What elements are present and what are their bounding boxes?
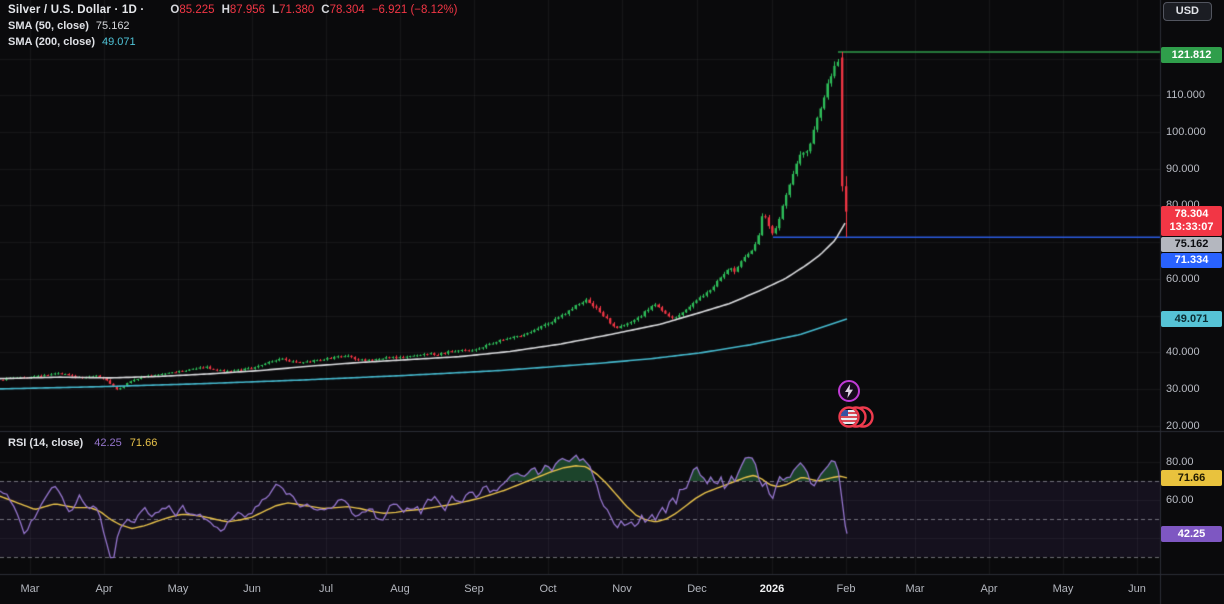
indicator-label: SMA (50, close): [8, 20, 89, 32]
price-tick-label: 20.000: [1166, 419, 1200, 432]
rsi-legend[interactable]: RSI (14, close) 42.25 71.66: [8, 437, 157, 449]
time-axis-label: Jun: [1128, 583, 1146, 595]
ohlc-value: 85.225: [179, 4, 215, 16]
time-axis-label: 2026: [759, 583, 785, 595]
sma50-price-label: 75.162: [1161, 237, 1222, 252]
time-axis-label: Mar: [20, 583, 40, 595]
time-axis-label: Nov: [612, 583, 632, 595]
time-axis-label: Dec: [687, 583, 707, 595]
price-tick-label: 40.000: [1166, 346, 1200, 359]
currency-toggle-button[interactable]: USD: [1162, 2, 1212, 21]
rsi-ma-value-label: 71.66: [1161, 470, 1222, 486]
price-tick-label: 60.000: [1166, 272, 1200, 285]
last-price-countdown-label: 78.304 13:33:07: [1161, 206, 1222, 236]
ohlc-key: H: [221, 4, 230, 16]
time-axis-label: Oct: [539, 583, 557, 595]
rsi-tick-label: 60.00: [1166, 494, 1194, 506]
high-ray-price-label: 121.812: [1161, 47, 1222, 63]
symbol-legend[interactable]: Silver / U.S. Dollar · 1D · O85.225 H87.95…: [8, 4, 457, 16]
rsi-tick-label: 80.00: [1166, 456, 1194, 468]
rsi-value-label: 42.25: [1161, 526, 1222, 542]
time-axis-label: Jul: [318, 583, 334, 595]
ohlc-value: 78.304: [329, 4, 365, 16]
rsi-legend-label: RSI (14, close): [8, 437, 84, 449]
indicator-label: SMA (200, close): [8, 36, 96, 48]
ohlc-values: O85.225 H87.956 L71.380 C78.304: [170, 4, 371, 16]
symbol-title: Silver / U.S. Dollar · 1D ·: [8, 4, 145, 16]
rsi-legend-value: 71.66: [129, 437, 158, 449]
ohlc-key: O: [170, 4, 180, 16]
ohlc-key: L: [272, 4, 280, 16]
price-tick-label: 90.000: [1166, 162, 1200, 175]
time-axis-label: Jun: [243, 583, 261, 595]
blue-ray-price-label: 71.334: [1161, 253, 1222, 268]
time-axis-label: Apr: [95, 583, 113, 595]
time-axis-label: Sep: [464, 583, 484, 595]
ohlc-key: C: [321, 4, 330, 16]
indicator-value: 75.162: [95, 20, 130, 32]
ohlc-value: 71.380: [279, 4, 315, 16]
price-tick-label: 100.000: [1166, 126, 1206, 138]
lightning-icon[interactable]: [837, 379, 861, 408]
rsi-legend-value: 42.25: [94, 437, 122, 449]
time-axis-label: May: [167, 583, 189, 595]
price-tick-label: 30.000: [1166, 382, 1200, 395]
time-axis-label: Apr: [980, 583, 998, 595]
indicator-value: 49.071: [102, 36, 136, 48]
change-value: −6.921 (−8.12%): [371, 4, 458, 16]
indicator-row-sma50[interactable]: SMA (50, close) 75.162: [8, 20, 130, 32]
economic-events-icon[interactable]: [838, 404, 874, 435]
sma200-price-label: 49.071: [1161, 311, 1222, 327]
time-axis-label: May: [1052, 583, 1074, 595]
indicator-row-sma200[interactable]: SMA (200, close) 49.071: [8, 36, 136, 48]
time-axis-label: Feb: [836, 583, 856, 595]
time-axis-label: Mar: [905, 583, 925, 595]
price-tick-label: 110.000: [1166, 89, 1205, 102]
time-axis-label: Aug: [390, 583, 410, 595]
ohlc-value: 87.956: [229, 4, 266, 16]
